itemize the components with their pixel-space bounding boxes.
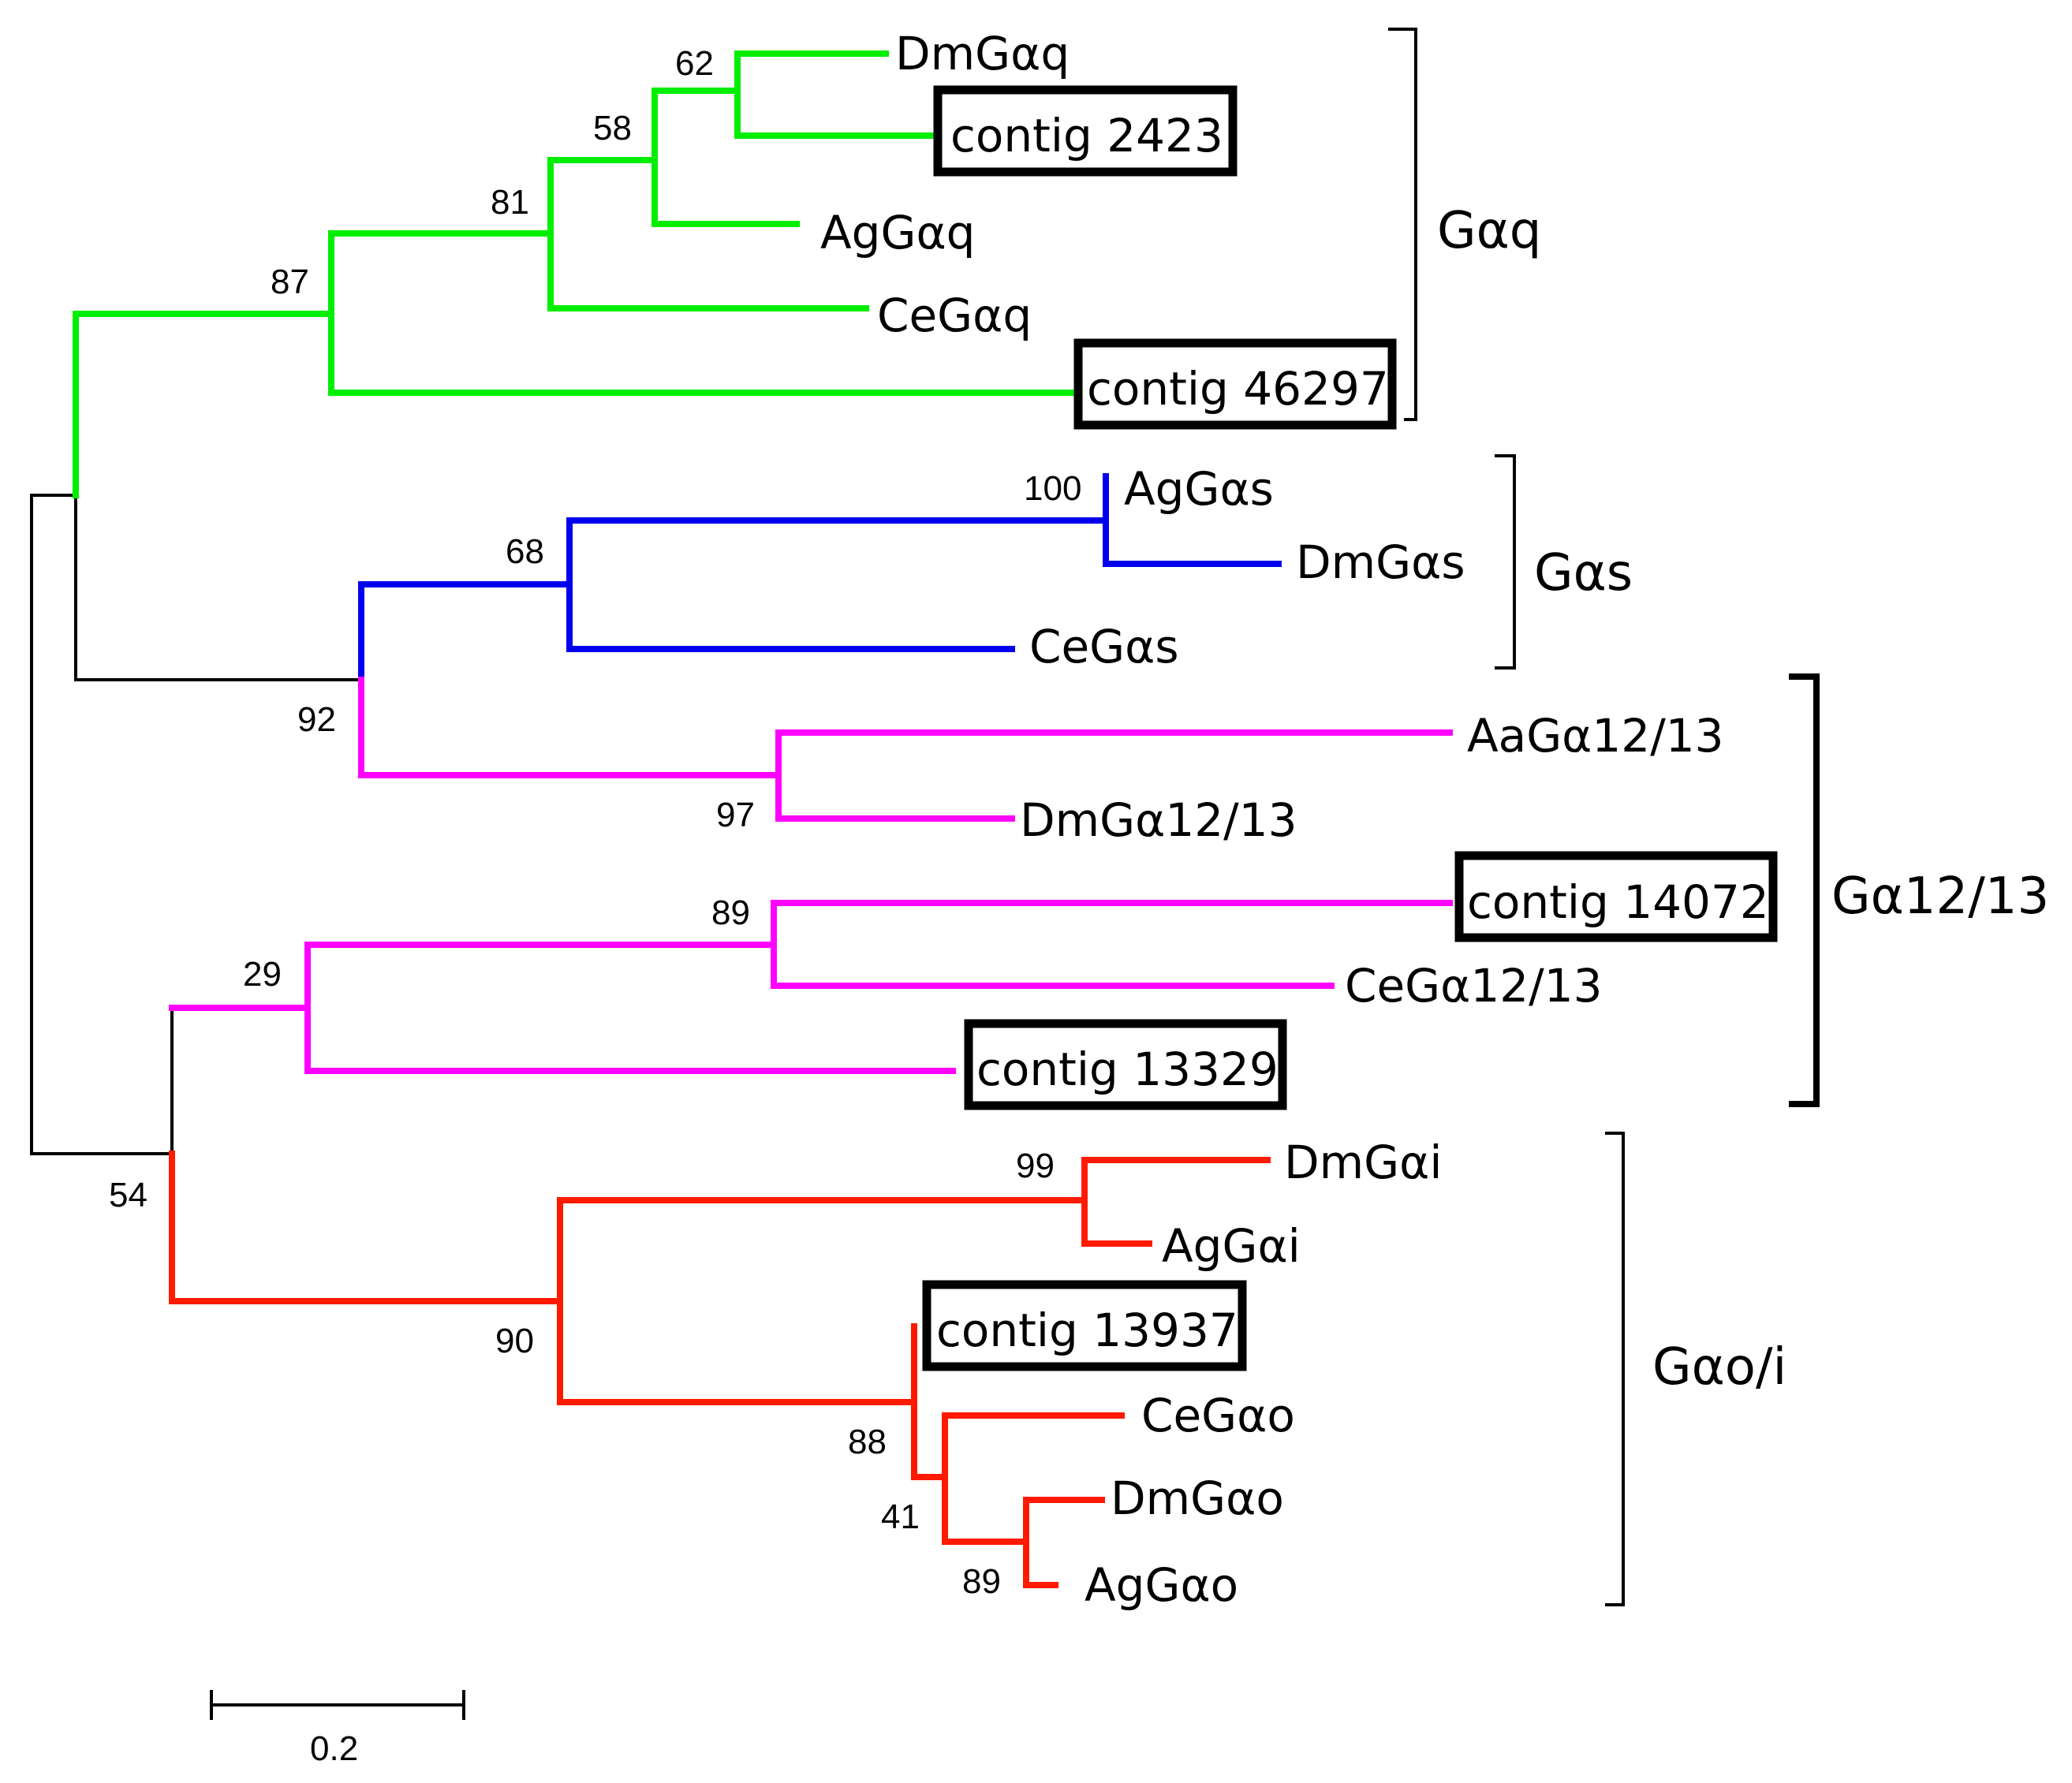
g1213-node-29-branch bbox=[304, 942, 956, 1074]
leaf-label: CeGαq bbox=[877, 289, 1032, 342]
gaq-node-81-branch bbox=[547, 157, 869, 311]
goi-node-90-branch bbox=[557, 1197, 1088, 1405]
leaf-label: DmGαi bbox=[1284, 1136, 1442, 1189]
g1213-node-97-branch bbox=[775, 729, 1453, 822]
contig-13937-box bbox=[922, 1280, 1247, 1371]
contig-46297-box bbox=[1073, 338, 1397, 430]
leaf-labels: DmGαq contig 2423 AgGαq CeGαq contig 462… bbox=[820, 27, 1769, 1612]
bootstrap-value: 97 bbox=[716, 796, 755, 834]
gaq-bracket bbox=[1388, 28, 1417, 421]
bootstrap-value: 41 bbox=[881, 1498, 920, 1536]
leaf-label: DmGα12/13 bbox=[1020, 793, 1297, 847]
leaf-label: contig 46297 bbox=[1087, 362, 1389, 416]
leaf-label: AgGαi bbox=[1162, 1219, 1301, 1273]
gaq-node-62-branch bbox=[651, 50, 939, 139]
goi-bracket bbox=[1605, 1132, 1625, 1606]
g1213-node-89-branch bbox=[771, 900, 1453, 989]
leaf-label: CeGαs bbox=[1029, 620, 1179, 673]
root-branches bbox=[30, 494, 363, 1155]
contig-2423-box bbox=[933, 85, 1238, 177]
gas-branches bbox=[358, 473, 1282, 683]
leaf-label: contig 2423 bbox=[950, 109, 1223, 162]
clade-brackets: Gαq Gαs Gα12/13 Gαo/i bbox=[1388, 28, 2049, 1606]
leaf-label: contig 13937 bbox=[936, 1304, 1238, 1357]
bootstrap-value: 99 bbox=[1016, 1147, 1055, 1185]
scale-bar-line bbox=[210, 1690, 465, 1720]
bootstrap-value: 89 bbox=[711, 893, 750, 932]
clade-label: Gαq bbox=[1437, 202, 1541, 260]
scale-bar-label: 0.2 bbox=[310, 1729, 358, 1768]
upper-backbone-branch bbox=[74, 494, 363, 681]
goi-stem-branch bbox=[169, 1151, 563, 1304]
contig-13329-box bbox=[964, 1019, 1287, 1110]
leaf-label: AgGαq bbox=[820, 206, 976, 259]
leaf-label: contig 14072 bbox=[1467, 875, 1769, 929]
bootstrap-values: 62 58 81 87 100 68 92 97 89 29 54 99 90 … bbox=[109, 44, 1081, 1601]
bootstrap-value: 92 bbox=[297, 700, 336, 739]
goi-branches bbox=[169, 1151, 1271, 1588]
leaf-label: DmGαo bbox=[1111, 1472, 1284, 1525]
leaf-label: CeGα12/13 bbox=[1345, 959, 1603, 1013]
gaq-stem-branch bbox=[73, 311, 334, 498]
goi-node-88-branch bbox=[911, 1323, 948, 1480]
gas-stem-branch bbox=[358, 581, 573, 683]
leaf-label: AgGαo bbox=[1085, 1558, 1238, 1612]
leaf-label: AaGα12/13 bbox=[1467, 709, 1724, 763]
bootstrap-value: 87 bbox=[271, 263, 309, 301]
root-branch bbox=[30, 494, 174, 1155]
g1213-upper-stem-branch bbox=[358, 677, 782, 778]
bootstrap-value: 29 bbox=[243, 955, 282, 994]
goi-node-41-branch bbox=[942, 1412, 1125, 1545]
gaq-node-58-branch bbox=[651, 88, 800, 227]
g1213-branches bbox=[169, 677, 1453, 1074]
bootstrap-value: 81 bbox=[491, 183, 529, 222]
leaf-label: DmGαq bbox=[895, 27, 1070, 80]
leaf-label: CeGαo bbox=[1141, 1389, 1295, 1442]
leaf-label: DmGαs bbox=[1296, 535, 1465, 589]
contig-boxes bbox=[922, 85, 1778, 1371]
bootstrap-value: 89 bbox=[962, 1562, 1001, 1601]
contig-14072-box bbox=[1454, 851, 1778, 942]
gaq-node-87-branch bbox=[328, 230, 1081, 396]
bootstrap-value: 90 bbox=[495, 1322, 534, 1360]
bootstrap-value: 58 bbox=[593, 109, 632, 147]
bootstrap-value: 54 bbox=[109, 1176, 147, 1214]
bootstrap-value: 68 bbox=[506, 532, 544, 571]
clade-label: Gαs bbox=[1534, 544, 1633, 602]
leaf-label: AgGαs bbox=[1124, 462, 1274, 516]
clade-label: Gα12/13 bbox=[1831, 867, 2049, 926]
g1213-bracket bbox=[1789, 673, 1820, 1107]
bootstrap-value: 100 bbox=[1024, 469, 1081, 508]
gaq-branches bbox=[73, 50, 1081, 498]
gas-bracket bbox=[1495, 454, 1516, 670]
scale-bar: 0.2 bbox=[210, 1690, 465, 1768]
bootstrap-value: 62 bbox=[675, 44, 714, 83]
leaf-label: contig 13329 bbox=[976, 1043, 1279, 1096]
clade-label: Gαo/i bbox=[1652, 1338, 1786, 1397]
goi-node-89-branch bbox=[1023, 1497, 1105, 1588]
gas-node-100-branch bbox=[1103, 473, 1282, 567]
bootstrap-value: 88 bbox=[848, 1423, 887, 1461]
goi-node-99-branch bbox=[1081, 1157, 1271, 1247]
gas-node-68-branch bbox=[566, 517, 1109, 652]
